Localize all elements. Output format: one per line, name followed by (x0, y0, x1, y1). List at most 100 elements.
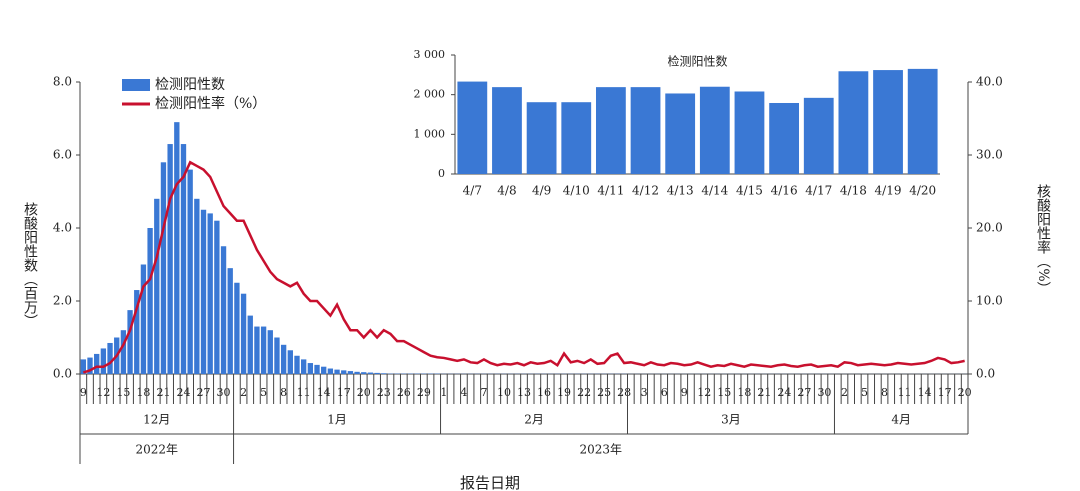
bar (595, 87, 626, 174)
x-tick-label: 4/14 (701, 184, 728, 198)
y2-tick-label: 20.0 (976, 221, 1003, 235)
bar (734, 91, 765, 174)
bar (561, 102, 592, 174)
y-tick-label: 3 000 (414, 48, 446, 61)
x-tick-label: 21 (156, 386, 170, 399)
x-tick-label: 6 (661, 386, 668, 399)
x-tick-label: 2 (841, 386, 848, 399)
x-tick-label: 20 (357, 386, 371, 399)
bar (227, 268, 233, 374)
month-label: 1月 (327, 413, 347, 427)
inset-title: 检测阳性数 (667, 54, 727, 69)
x-tick-label: 4/10 (563, 184, 590, 198)
x-tick-label: 4/12 (632, 184, 659, 198)
bar (280, 344, 287, 374)
y2-tick-label: 30.0 (976, 148, 1003, 162)
x-tick-label: 14 (918, 386, 932, 399)
x-tick-label: 30 (817, 386, 831, 399)
bar (274, 337, 280, 374)
bar (240, 293, 247, 374)
x-tick-label: 4/16 (771, 184, 798, 198)
x-tick-label: 17 (938, 386, 952, 399)
x-tick-label: 4/7 (463, 184, 482, 198)
y2-tick-label: 40.0 (976, 75, 1003, 89)
x-tick-label: 4/19 (875, 184, 902, 198)
y-axis-title: 核酸阳性数（百万） (22, 202, 38, 328)
bar (341, 370, 347, 374)
bar (214, 220, 220, 374)
bar (260, 326, 267, 374)
bar (247, 315, 253, 374)
bar (294, 355, 300, 374)
x-tick-label: 4/20 (909, 184, 936, 198)
x-tick-label: 28 (617, 386, 631, 399)
bar (803, 97, 834, 174)
x-tick-label: 4 (460, 386, 467, 399)
bar (187, 169, 193, 374)
x-tick-label: 11 (898, 386, 912, 399)
x-axis-title: 报告日期 (460, 474, 520, 491)
bar (699, 86, 730, 174)
x-tick-label: 27 (197, 386, 211, 399)
x-tick-label: 17 (337, 386, 351, 399)
x-tick-label: 27 (797, 386, 811, 399)
bar (307, 363, 314, 374)
bar (526, 102, 557, 174)
bar (457, 81, 488, 174)
x-tick-label: 21 (757, 386, 771, 399)
bar (87, 357, 93, 374)
bar (94, 353, 100, 374)
bar (80, 359, 87, 374)
x-tick-label: 19 (557, 386, 571, 399)
bar (167, 144, 173, 374)
x-tick-label: 14 (317, 386, 331, 399)
year-label: 2023年 (580, 443, 623, 457)
month-label: 3月 (721, 413, 741, 427)
x-tick-label: 13 (517, 386, 531, 399)
bar (361, 372, 367, 374)
x-tick-label: 18 (737, 386, 751, 399)
x-tick-label: 4/8 (497, 184, 516, 198)
bar (665, 93, 696, 174)
bar (321, 366, 327, 374)
month-label: 12月 (143, 413, 170, 427)
x-tick-label: 7 (480, 386, 487, 399)
x-tick-label: 4/11 (597, 184, 624, 198)
bar (140, 264, 147, 374)
y-tick-label: 6.0 (53, 148, 72, 162)
y-tick-label: 2 000 (414, 88, 446, 101)
bar (314, 364, 320, 374)
month-label: 2月 (524, 413, 544, 427)
x-tick-label: 10 (497, 386, 511, 399)
legend-swatch (122, 79, 150, 91)
bar (873, 70, 903, 174)
x-tick-label: 4/13 (667, 184, 694, 198)
line (82, 160, 965, 374)
bar (492, 87, 522, 174)
y-tick-label: 0.0 (53, 367, 72, 381)
bar (100, 348, 107, 374)
x-tick-label: 20 (958, 386, 972, 399)
x-tick-label: 18 (136, 386, 150, 399)
x-tick-label: 4/18 (840, 184, 867, 198)
x-tick-label: 11 (297, 386, 311, 399)
x-tick-label: 4/15 (736, 184, 763, 198)
bar (174, 122, 180, 375)
bar (254, 326, 260, 374)
x-tick-label: 12 (96, 386, 110, 399)
x-tick-label: 15 (717, 386, 731, 399)
bar (367, 372, 374, 374)
bar (120, 330, 127, 374)
bar (334, 369, 340, 374)
bar (207, 213, 213, 374)
x-tick-label: 16 (537, 386, 551, 399)
bar (107, 342, 113, 374)
x-tick-label: 15 (116, 386, 130, 399)
bar (769, 102, 800, 174)
x-tick-label: 8 (881, 386, 888, 399)
x-tick-label: 5 (861, 386, 868, 399)
x-tick-label: 9 (80, 386, 87, 399)
y-tick-label: 0 (438, 167, 445, 180)
bar (200, 209, 207, 374)
